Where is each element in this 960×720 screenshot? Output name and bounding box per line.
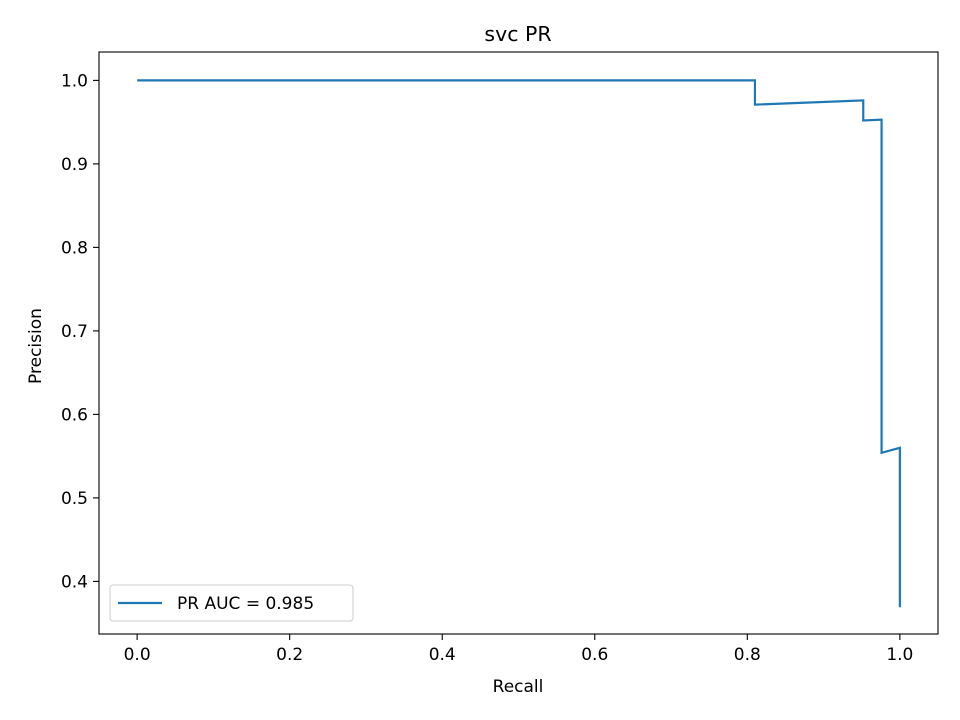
x-tick-label: 0.6 — [581, 645, 608, 665]
chart-title: svc PR — [484, 22, 551, 46]
series-line-0 — [137, 79, 901, 608]
x-tick-label: 1.0 — [886, 645, 913, 665]
x-tick-label: 0.0 — [124, 645, 151, 665]
plot-layer: 0.0 0.2 0.4 0.6 0.8 1.0 0.4 0.5 0.6 0.7 0.8 0.9 1.0 P… — [61, 51, 939, 665]
y-tick-label: 0.4 — [61, 572, 88, 592]
y-tick-label: 1.0 — [61, 71, 88, 91]
y-tick-label: 0.6 — [61, 405, 88, 425]
x-axis-label: Recall — [493, 677, 544, 697]
axes-frame — [98, 51, 939, 635]
x-tick-label: 0.4 — [429, 645, 456, 665]
legend-box — [109, 584, 354, 622]
y-tick-label: 0.7 — [61, 322, 88, 342]
legend: PR AUC = 0.985 — [109, 584, 354, 622]
y-tick-label: 0.9 — [61, 155, 88, 175]
y-tick-label: 0.5 — [61, 489, 88, 509]
x-tick-label: 0.8 — [734, 645, 761, 665]
y-tick-label: 0.8 — [61, 238, 88, 258]
x-tick-label: 0.2 — [276, 645, 303, 665]
y-axis-label: Precision — [26, 308, 46, 384]
legend-label: PR AUC = 0.985 — [177, 594, 314, 614]
